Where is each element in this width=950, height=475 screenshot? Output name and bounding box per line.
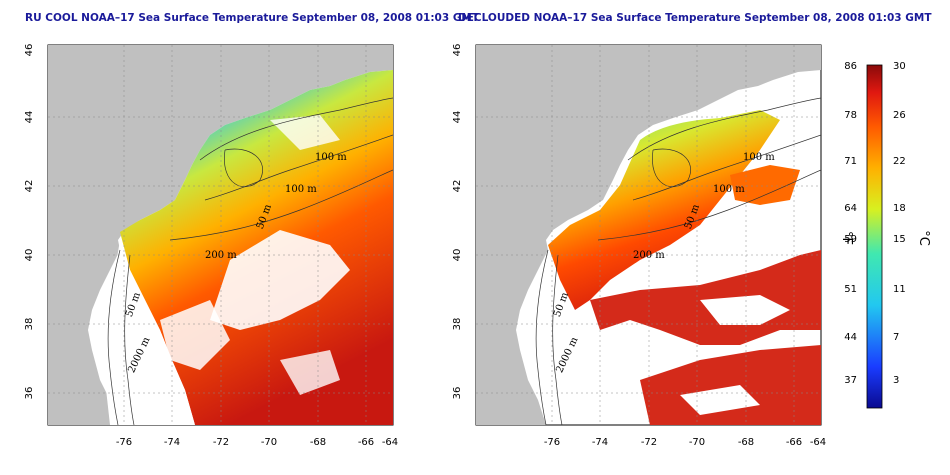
contour-label: 200 m: [205, 250, 237, 261]
sst-data-area: [548, 110, 780, 310]
svg-text:38: 38: [24, 318, 35, 331]
fahrenheit-scale: 86 78 71 64 59 51 44 37: [844, 61, 857, 386]
svg-text:-72: -72: [641, 437, 657, 448]
svg-text:-72: -72: [213, 437, 229, 448]
svg-text:22: 22: [893, 156, 906, 167]
svg-text:30: 30: [893, 61, 906, 72]
land-mass: [48, 45, 393, 425]
svg-text:40: 40: [24, 249, 35, 262]
contour-label: 100 m: [315, 152, 347, 163]
contour-label: 200 m: [633, 250, 665, 261]
right-map-title: DECLOUDED NOAA–17 Sea Surface Temperatur…: [458, 12, 932, 24]
svg-text:42: 42: [24, 180, 35, 193]
svg-text:-76: -76: [544, 437, 560, 448]
svg-text:44: 44: [452, 111, 463, 124]
left-map-title: RU COOL NOAA–17 Sea Surface Temperature …: [25, 12, 480, 24]
svg-text:37: 37: [844, 375, 857, 386]
svg-text:44: 44: [24, 111, 35, 124]
left-x-axis: -76 -74 -72 -70 -68 -66 -64: [116, 437, 398, 448]
svg-text:86: 86: [844, 61, 857, 72]
svg-text:-74: -74: [164, 437, 180, 448]
svg-text:71: 71: [844, 156, 857, 167]
svg-text:44: 44: [844, 332, 857, 343]
svg-text:7: 7: [893, 332, 899, 343]
right-map-panel: 100 m 100 m 50 m 200 m 50 m 2000 m -76 -…: [452, 44, 826, 448]
right-x-axis: -76 -74 -72 -70 -68 -66 -64: [544, 437, 826, 448]
celsius-unit: °C: [916, 230, 931, 246]
svg-text:-70: -70: [689, 437, 705, 448]
svg-text:-68: -68: [310, 437, 326, 448]
cloud-gap: [700, 295, 790, 325]
svg-text:-70: -70: [261, 437, 277, 448]
svg-text:-66: -66: [786, 437, 802, 448]
cloud-gap: [280, 350, 340, 395]
contour-label: 100 m: [743, 152, 775, 163]
sst-data-area: [640, 345, 821, 425]
svg-text:15: 15: [893, 234, 906, 245]
svg-text:36: 36: [24, 387, 35, 400]
svg-text:-66: -66: [358, 437, 374, 448]
svg-text:42: 42: [452, 180, 463, 193]
svg-text:-76: -76: [116, 437, 132, 448]
svg-text:59: 59: [844, 234, 857, 245]
svg-text:51: 51: [844, 284, 857, 295]
cloud-gap: [160, 300, 230, 370]
svg-text:40: 40: [452, 249, 463, 262]
temperature-colorbar: 86 78 71 64 59 51 44 37 30 26 22 18 15 1…: [839, 61, 931, 409]
right-y-axis: 46 44 42 40 38 36: [452, 44, 463, 400]
svg-text:-74: -74: [592, 437, 608, 448]
left-map-panel: 100 m 100 m 50 m 200 m 50 m 2000 m -76 -…: [24, 44, 398, 448]
svg-text:36: 36: [452, 387, 463, 400]
svg-text:46: 46: [452, 44, 463, 57]
svg-text:78: 78: [844, 110, 857, 121]
svg-text:3: 3: [893, 375, 899, 386]
left-y-axis: 46 44 42 40 38 36: [24, 44, 35, 400]
svg-text:11: 11: [893, 284, 906, 295]
celsius-scale: 30 26 22 18 15 11 7 3: [893, 61, 906, 386]
sst-data-area: [730, 165, 800, 205]
contour-label: 100 m: [285, 184, 317, 195]
svg-text:64: 64: [844, 203, 857, 214]
cloud-gap: [680, 385, 760, 415]
cloud-gap: [270, 115, 340, 150]
svg-text:-64: -64: [382, 437, 398, 448]
svg-text:18: 18: [893, 203, 906, 214]
fahrenheit-unit: °F: [839, 231, 854, 245]
land-mass: [476, 45, 821, 425]
svg-text:-64: -64: [810, 437, 826, 448]
svg-text:46: 46: [24, 44, 35, 57]
svg-text:26: 26: [893, 110, 906, 121]
svg-text:-68: -68: [738, 437, 754, 448]
svg-text:38: 38: [452, 318, 463, 331]
contour-label: 100 m: [713, 184, 745, 195]
